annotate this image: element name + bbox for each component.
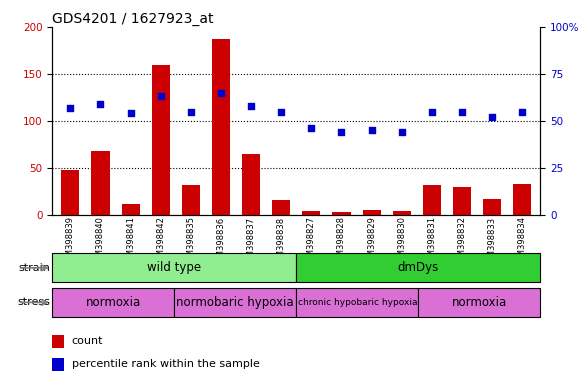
Bar: [242, 154, 260, 215]
Bar: [91, 151, 110, 215]
Bar: [52, 253, 296, 282]
Bar: [272, 200, 290, 215]
Text: normobaric hypoxia: normobaric hypoxia: [177, 296, 294, 309]
Bar: [296, 253, 540, 282]
Point: [66, 105, 75, 111]
Point: [216, 90, 225, 96]
Point: [457, 109, 467, 115]
Bar: [62, 170, 80, 215]
Text: dmDys: dmDys: [398, 262, 439, 274]
Text: percentile rank within the sample: percentile rank within the sample: [72, 359, 260, 369]
Bar: [121, 204, 139, 215]
Bar: [483, 199, 501, 215]
Point: [367, 127, 376, 134]
Bar: [296, 288, 418, 317]
Bar: [332, 212, 350, 215]
Text: strain: strain: [18, 263, 50, 273]
Bar: [393, 211, 411, 215]
Text: normoxia: normoxia: [85, 296, 141, 309]
Bar: [418, 288, 540, 317]
Point: [307, 126, 316, 132]
Point: [337, 129, 346, 135]
Text: count: count: [72, 336, 103, 346]
Text: stress: stress: [17, 297, 50, 308]
Point: [187, 109, 196, 115]
Point: [126, 110, 135, 116]
Point: [246, 103, 256, 109]
Bar: [302, 211, 320, 215]
Text: wild type: wild type: [147, 262, 202, 274]
Bar: [52, 335, 64, 348]
Text: GDS4201 / 1627923_at: GDS4201 / 1627923_at: [52, 12, 214, 26]
Point: [156, 93, 166, 99]
Bar: [152, 65, 170, 215]
Bar: [363, 210, 381, 215]
Bar: [513, 184, 531, 215]
Point: [397, 129, 406, 135]
Point: [277, 109, 286, 115]
Bar: [52, 358, 64, 371]
Bar: [423, 185, 441, 215]
Point: [427, 109, 436, 115]
Text: chronic hypobaric hypoxia: chronic hypobaric hypoxia: [297, 298, 417, 307]
Text: normoxia: normoxia: [451, 296, 507, 309]
Bar: [453, 187, 471, 215]
Point: [487, 114, 497, 120]
Bar: [52, 288, 174, 317]
Bar: [212, 39, 230, 215]
Bar: [182, 185, 200, 215]
Point: [518, 109, 527, 115]
Point: [96, 101, 105, 107]
Bar: [174, 288, 296, 317]
